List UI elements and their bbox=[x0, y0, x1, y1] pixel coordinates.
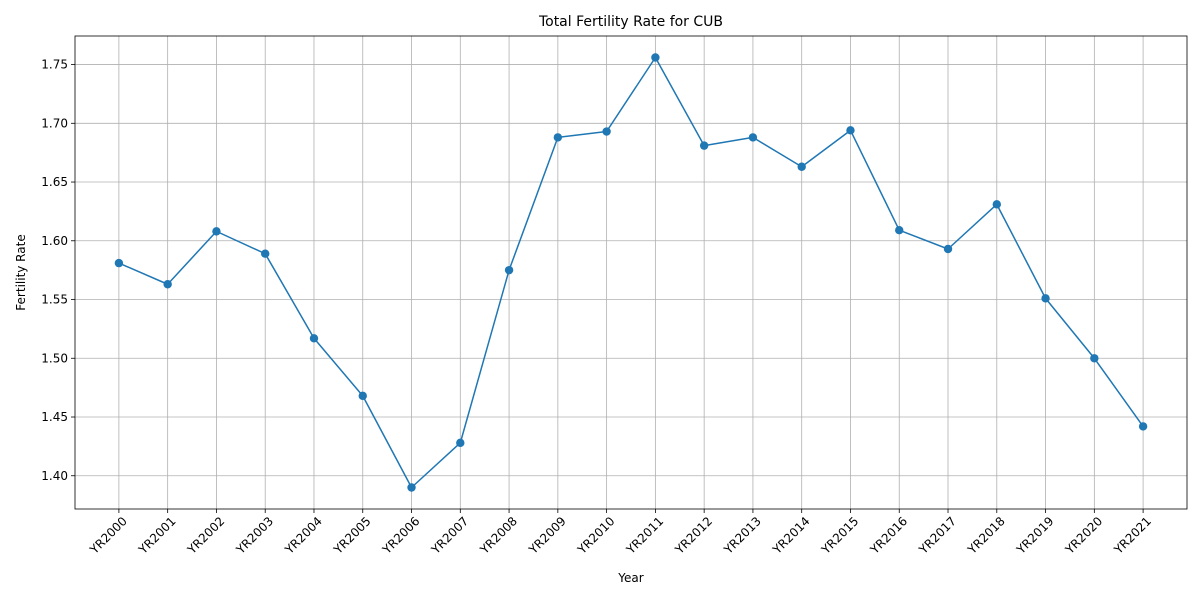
data-point bbox=[163, 280, 172, 289]
data-point bbox=[456, 438, 465, 448]
data-point bbox=[358, 391, 367, 401]
data-point bbox=[1041, 294, 1050, 303]
y-tick-label: 1.45 bbox=[41, 410, 68, 424]
x-tick-label: YR2019 bbox=[1013, 514, 1056, 557]
x-tick-label: YR2004 bbox=[282, 514, 325, 557]
y-tick-label: 1.50 bbox=[41, 351, 68, 365]
x-axis: YR2000 YR2001 YR2002 YR2003 YR2004 YR2005 YR20… bbox=[87, 509, 1154, 557]
x-tick-label: YR2014 bbox=[769, 514, 812, 557]
data-point bbox=[651, 53, 660, 62]
x-tick-label: YR2020 bbox=[1062, 514, 1105, 557]
data-point bbox=[602, 127, 611, 136]
x-tick-label: YR2001 bbox=[135, 514, 178, 557]
data-point bbox=[846, 126, 855, 135]
y-tick-label: 1.65 bbox=[41, 175, 68, 189]
data-point bbox=[895, 226, 904, 235]
data-point bbox=[114, 258, 124, 268]
data-point bbox=[553, 133, 563, 142]
y-tick-label: 1.70 bbox=[41, 116, 68, 130]
x-tick-label: YR2018 bbox=[964, 514, 1007, 557]
x-tick-label: YR2002 bbox=[184, 514, 227, 557]
plot-area-frame bbox=[74, 35, 1188, 510]
x-tick-label: YR2012 bbox=[672, 514, 715, 557]
data-point bbox=[504, 265, 514, 275]
series-layer bbox=[114, 53, 1148, 492]
data-point bbox=[699, 141, 709, 150]
x-tick-label: YR2013 bbox=[721, 514, 764, 557]
x-tick-label: YR2015 bbox=[818, 514, 861, 557]
x-tick-label: YR2000 bbox=[87, 514, 130, 557]
x-tick-label: YR2005 bbox=[330, 514, 373, 557]
x-tick-label: YR2010 bbox=[574, 514, 617, 557]
data-point bbox=[943, 244, 953, 254]
grid bbox=[75, 36, 1187, 509]
x-tick-label: YR2011 bbox=[623, 514, 666, 557]
data-point bbox=[407, 483, 416, 492]
x-tick-label: YR2008 bbox=[477, 514, 520, 557]
data-point bbox=[1138, 422, 1148, 431]
data-point bbox=[992, 200, 1001, 209]
x-tick-label: YR2016 bbox=[867, 514, 910, 557]
y-axis: 1.40 1.45 1.50 1.55 1.60 1.65 1.70 1.75 bbox=[41, 58, 75, 483]
data-point bbox=[797, 162, 806, 171]
x-tick-label: YR2003 bbox=[233, 514, 276, 557]
y-axis-label: Fertility Rate bbox=[14, 234, 28, 310]
y-tick-label: 1.60 bbox=[41, 234, 68, 248]
data-point bbox=[748, 133, 758, 142]
y-tick-label: 1.75 bbox=[41, 58, 68, 72]
data-point bbox=[309, 334, 319, 343]
data-point bbox=[212, 227, 221, 236]
data-point bbox=[261, 249, 270, 258]
y-tick-label: 1.55 bbox=[41, 293, 68, 307]
x-tick-label: YR2009 bbox=[526, 514, 569, 557]
data-point bbox=[1090, 354, 1099, 363]
x-tick-label: YR2017 bbox=[916, 514, 959, 557]
x-tick-label: YR2007 bbox=[428, 514, 471, 557]
x-tick-label: YR2021 bbox=[1111, 514, 1154, 557]
y-tick-label: 1.40 bbox=[41, 469, 68, 483]
chart-title: Total Fertility Rate for CUB bbox=[538, 14, 723, 30]
series-line bbox=[118, 56, 1144, 489]
x-tick-label: YR2006 bbox=[379, 514, 422, 557]
x-axis-label: Year bbox=[617, 571, 643, 585]
